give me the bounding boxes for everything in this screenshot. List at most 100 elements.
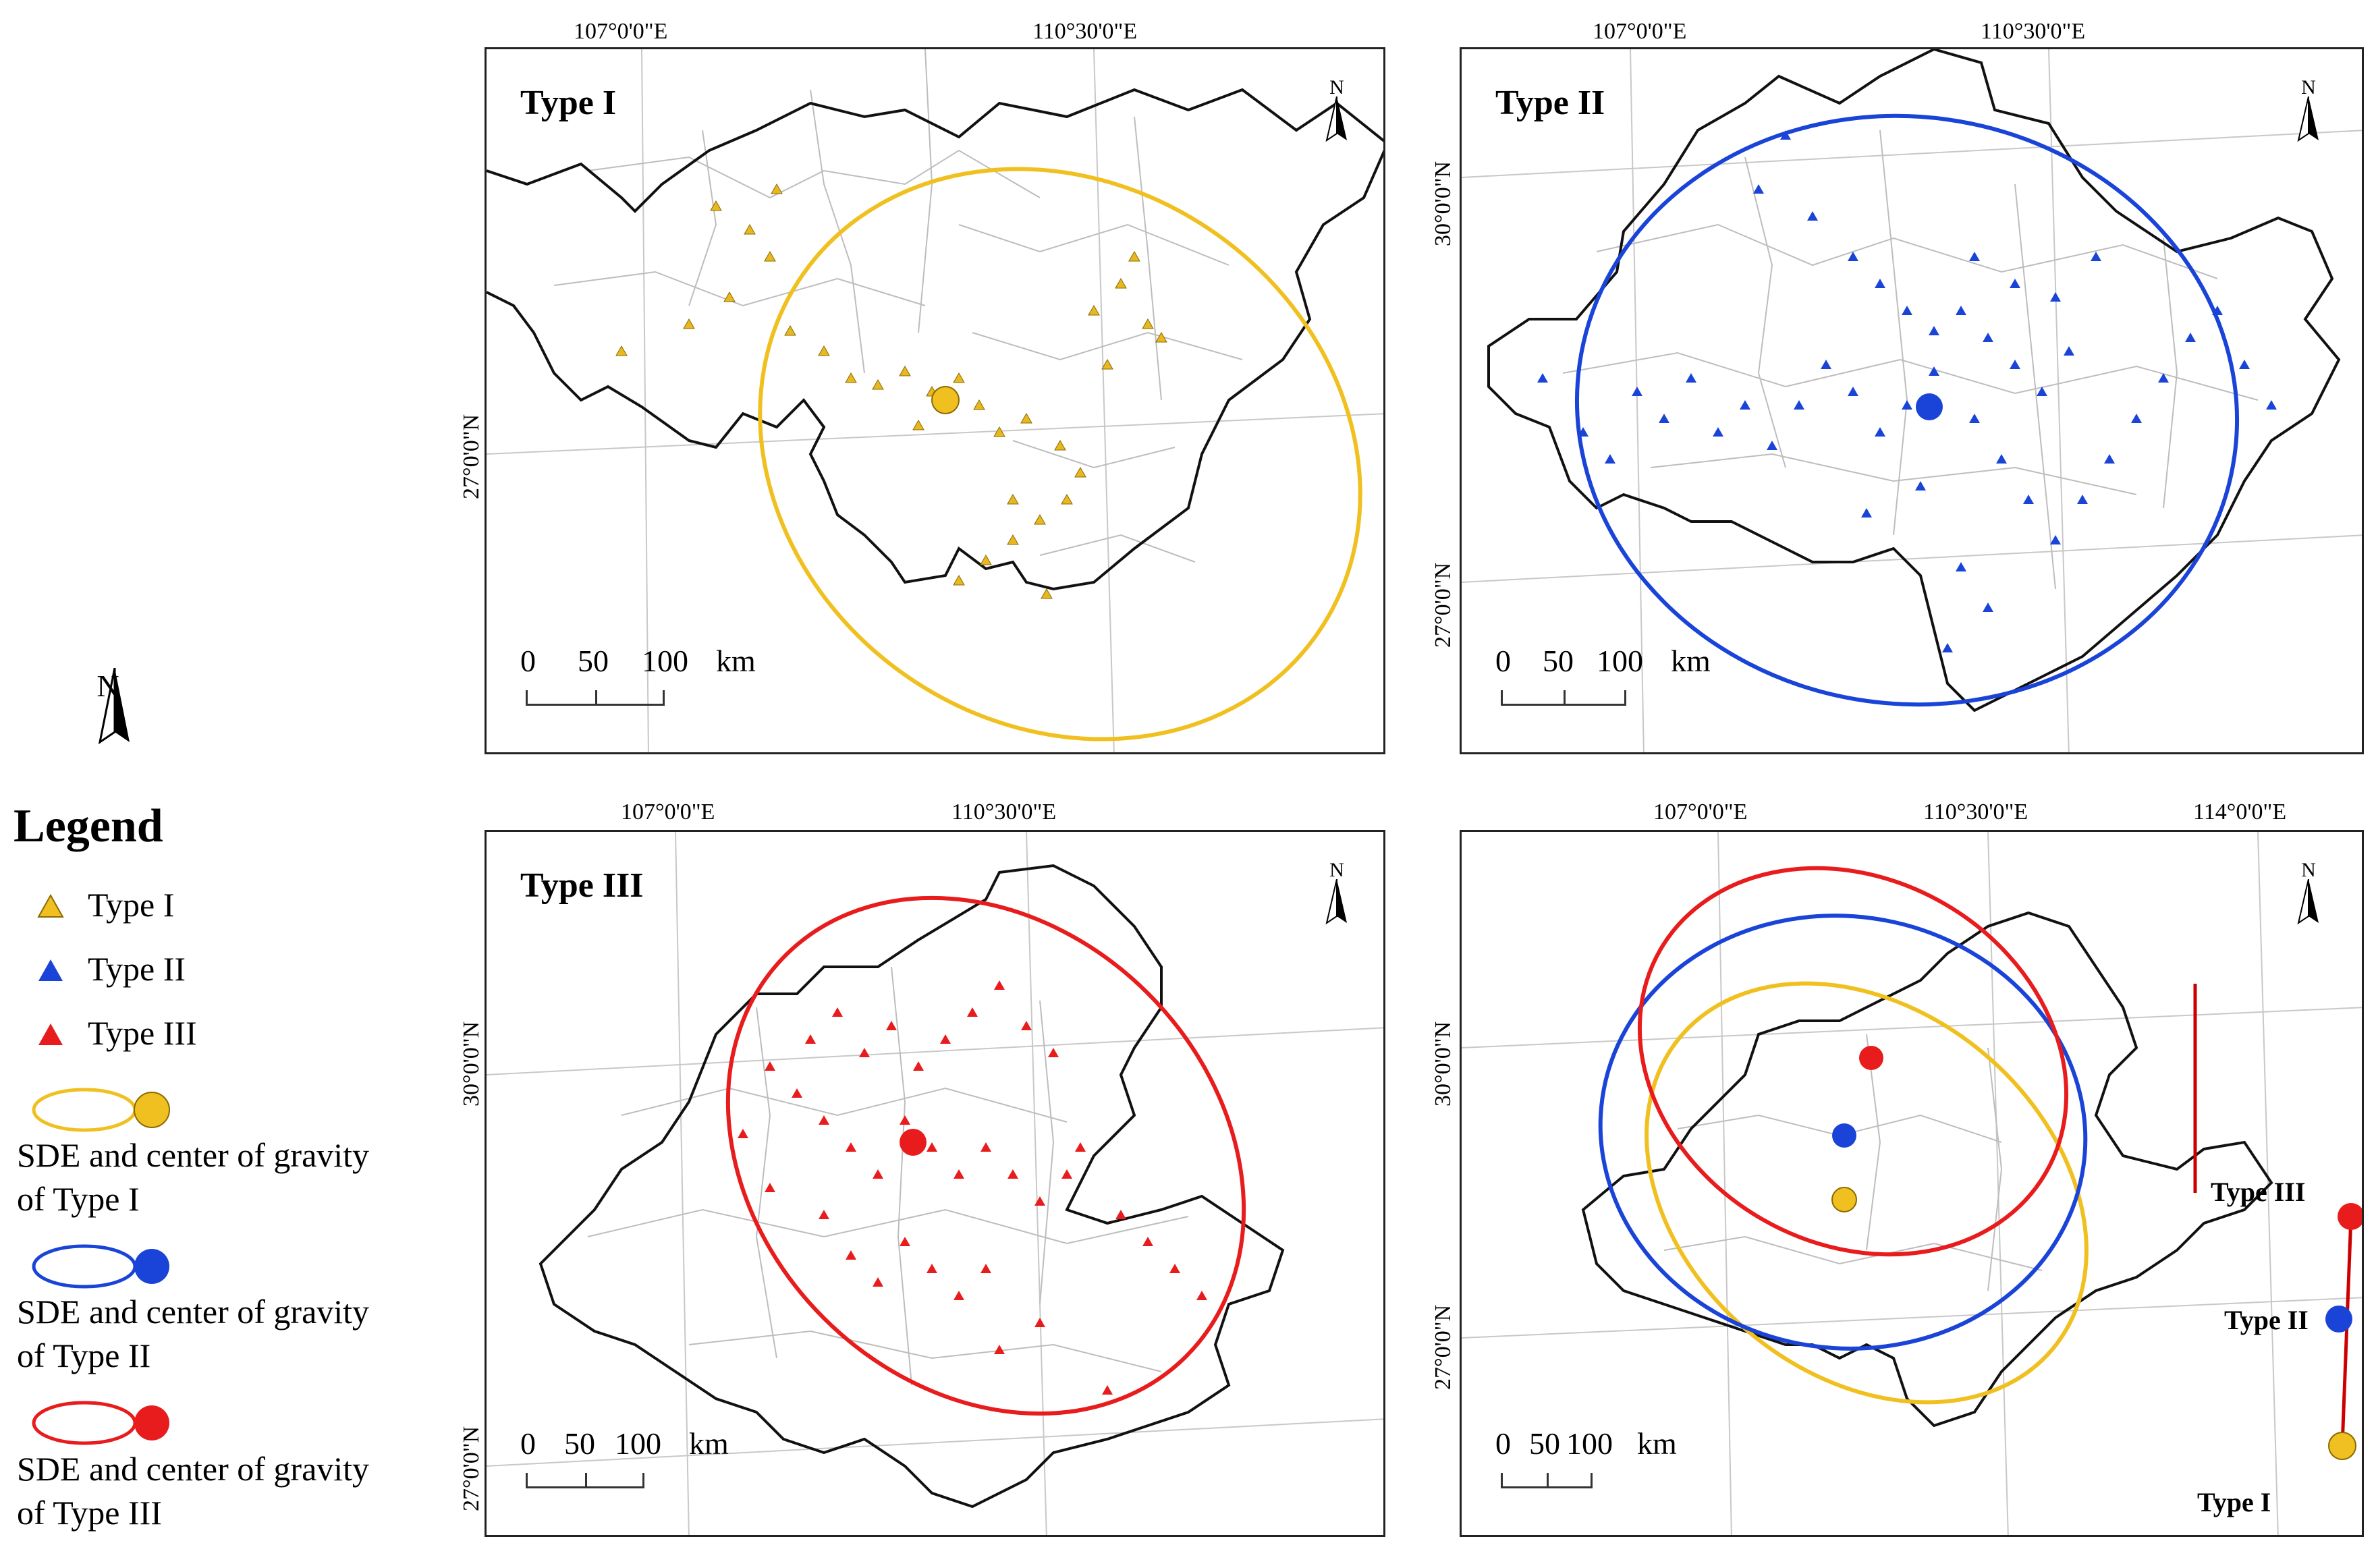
migration-label-type-1: Type I: [2197, 1487, 2271, 1517]
north-arrow-icon: N: [88, 667, 130, 789]
type-3-points: [738, 980, 1207, 1395]
legend-sde-line2: of Type III: [17, 1494, 162, 1532]
sde-ellipse-type-1: [1645, 981, 2089, 1405]
region-boundary: [1487, 49, 2341, 712]
north-arrow-icon: N: [1317, 859, 1357, 940]
scale-label-50: 50: [1543, 644, 1574, 678]
map-panel-type-2: Type II N 0 50 100 km: [1460, 47, 2364, 754]
legend-label: Type III: [88, 1014, 197, 1052]
scale-bar: [526, 690, 665, 706]
sde-ellipse-type-3: [1637, 866, 2069, 1257]
scale-label-0: 0: [520, 644, 536, 678]
region-boundary: [538, 864, 1285, 1509]
lat-label: 30°0'0"N: [459, 1021, 484, 1107]
region-boundary: [1581, 911, 2273, 1428]
lon-label: 107°0'0"E: [621, 800, 715, 824]
legend-sde-line2: of Type II: [17, 1337, 151, 1374]
sde-ellipse-type-2: [1575, 113, 2239, 707]
sde-ellipse-type-3: [725, 895, 1246, 1416]
north-arrow-icon: N: [2288, 859, 2329, 940]
scale-label-100: 100: [1566, 1426, 1613, 1461]
type-2-points: [1537, 130, 2277, 652]
map-canvas: [1462, 49, 2362, 752]
lon-label: 114°0'0"E: [2193, 800, 2287, 824]
lat-label: 27°0'0"N: [459, 414, 484, 499]
north-label: N: [1329, 76, 1344, 99]
scale-label-unit: km: [689, 1426, 729, 1461]
north-label: N: [2301, 76, 2316, 99]
scale-bar: [1501, 690, 1626, 706]
region-boundary: [487, 88, 1383, 591]
scale-label-100: 100: [615, 1426, 661, 1461]
graticule: [1462, 49, 2362, 752]
center-of-gravity-type-2: [1832, 1123, 1856, 1148]
county-boundaries: [553, 49, 1243, 563]
scale-label-0: 0: [1495, 1426, 1511, 1461]
migration-label-type-3: Type III: [2211, 1177, 2306, 1207]
migration-label-type-2: Type II: [2224, 1305, 2309, 1335]
north-arrow-icon: N: [1317, 76, 1357, 157]
county-boundaries: [1562, 130, 2259, 590]
center-of-gravity-type-2: [1916, 393, 1943, 420]
lon-label: 110°30'0"E: [1923, 800, 2028, 824]
migration-point-type-1: [2328, 1432, 2356, 1460]
legend-title: Legend: [13, 800, 163, 852]
migration-point-type-2: [2325, 1306, 2352, 1333]
legend-sde-line1: SDE and center of gravity: [17, 1450, 370, 1488]
lon-label: 110°30'0"E: [1032, 19, 1138, 44]
center-of-gravity-type-3: [1859, 1046, 1883, 1070]
lat-label: 27°0'0"N: [1431, 1304, 1456, 1390]
legend-sde-line1: SDE and center of gravity: [17, 1136, 370, 1174]
map-panel-comparison: N Type III Type II Type I 0 50 100 km: [1460, 830, 2364, 1537]
lon-label: 107°0'0"E: [1653, 800, 1748, 824]
legend-north-label: N: [96, 669, 119, 703]
scale-label-unit: km: [1637, 1426, 1677, 1461]
lon-label: 110°30'0"E: [1981, 19, 2086, 44]
center-of-gravity-type-1: [931, 386, 960, 414]
scale-label-50: 50: [578, 644, 609, 678]
map-canvas: [1462, 832, 2362, 1535]
migration-point-type-3: [2338, 1203, 2362, 1230]
panel-title: Type II: [1495, 84, 1605, 122]
north-arrow-icon: N: [2288, 76, 2329, 157]
lon-label: 107°0'0"E: [574, 19, 668, 44]
scale-label-50: 50: [1529, 1426, 1560, 1461]
legend-sde-line2: of Type I: [17, 1180, 140, 1218]
scale-bar: [526, 1473, 644, 1488]
graticule: [1462, 832, 2362, 1535]
graticule: [487, 49, 1383, 752]
center-of-gravity-type-1: [1831, 1187, 1857, 1212]
type-1-points: [615, 183, 1167, 599]
lat-label: 30°0'0"N: [1431, 161, 1456, 246]
lat-label: 30°0'0"N: [1431, 1021, 1456, 1107]
scale-label-unit: km: [1671, 644, 1711, 678]
legend-label: Type II: [88, 950, 186, 988]
sde-ellipse-type-2: [1598, 914, 2088, 1351]
legend-label: Type I: [88, 886, 175, 924]
north-label: N: [1329, 859, 1344, 881]
map-canvas: [487, 832, 1383, 1535]
graticule: [487, 832, 1383, 1535]
lon-label: 107°0'0"E: [1593, 19, 1687, 44]
lat-label: 27°0'0"N: [459, 1426, 484, 1511]
lat-label: 27°0'0"N: [1431, 562, 1456, 648]
scale-label-50: 50: [564, 1426, 595, 1461]
center-of-gravity-type-3: [900, 1129, 927, 1156]
migration-line: [2340, 1216, 2353, 1447]
scale-label-100: 100: [1597, 644, 1643, 678]
scale-label-0: 0: [520, 1426, 536, 1461]
scale-label-0: 0: [1495, 644, 1511, 678]
map-canvas: [487, 49, 1383, 752]
panel-title: Type I: [520, 84, 617, 122]
map-panel-type-3: Type III N 0 50 100 km: [485, 830, 1385, 1537]
lon-label: 110°30'0"E: [951, 800, 1057, 824]
north-label: N: [2301, 859, 2316, 881]
scale-label-100: 100: [642, 644, 688, 678]
map-panel-type-1: Type I N 0 50 100 km: [485, 47, 1385, 754]
legend-sde-line1: SDE and center of gravity: [17, 1293, 370, 1331]
scale-label-unit: km: [716, 644, 756, 678]
panel-title: Type III: [520, 866, 644, 905]
county-boundaries: [587, 966, 1189, 1386]
sde-ellipse-type-1: [758, 167, 1362, 741]
scale-bar: [1501, 1473, 1593, 1488]
